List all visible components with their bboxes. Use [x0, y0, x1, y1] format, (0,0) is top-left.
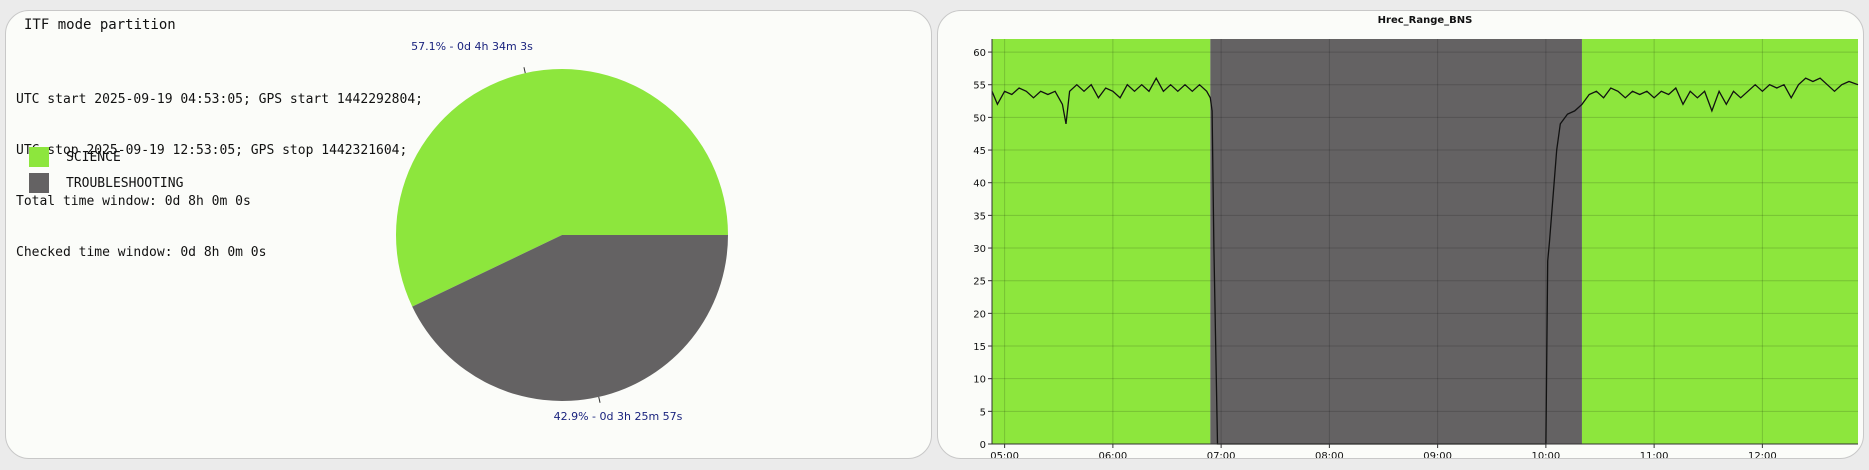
utc-start-line: UTC start 2025-09-19 04:53:05; GPS start…: [16, 92, 423, 107]
y-tick-label: 30: [973, 244, 986, 255]
x-tick-label: 10:00: [1531, 451, 1560, 458]
pie-chart: 57.1% - 0d 4h 34m 3s 42.9% - 0d 3h 25m 57…: [396, 40, 728, 423]
total-window-line: Total time window: 0d 8h 0m 0s: [16, 194, 251, 209]
y-tick-label: 20: [973, 309, 986, 320]
pie-label-leader: [598, 396, 601, 403]
y-tick-label: 0: [980, 440, 986, 451]
panel-title: ITF mode partition: [24, 17, 176, 33]
mode-partition-panel: ITF mode partition UTC start 2025-09-19 …: [5, 10, 932, 459]
legend-label-troubleshooting: TROUBLESHOOTING: [66, 175, 184, 191]
y-tick-label: 35: [973, 211, 986, 222]
y-tick-label: 55: [973, 81, 986, 92]
x-tick-label: 08:00: [1315, 451, 1344, 458]
time-window-info: UTC start 2025-09-19 04:53:05; GPS start…: [16, 57, 423, 295]
utc-stop-line: UTC stop 2025-09-19 12:53:05; GPS stop 1…: [16, 143, 408, 158]
background-band-troubleshooting: [1210, 39, 1582, 444]
pie-slice-troubleshooting: [412, 235, 728, 402]
y-tick-label: 50: [973, 113, 986, 124]
x-tick-label: 07:00: [1207, 451, 1236, 458]
y-tick-label: 15: [973, 342, 986, 353]
x-tick-label: 09:00: [1423, 451, 1452, 458]
y-tick-label: 60: [973, 48, 986, 59]
legend-item-troubleshooting: TROUBLESHOOTING: [29, 173, 183, 193]
x-tick-label: 05:00: [990, 451, 1019, 458]
background-band-science: [992, 39, 1211, 444]
y-tick-label: 5: [980, 407, 986, 418]
x-tick-label: 11:00: [1640, 451, 1669, 458]
chart-title: Hrec_Range_BNS: [1378, 15, 1473, 26]
y-tick-label: 25: [973, 277, 986, 288]
pie-slice-label: 42.9% - 0d 3h 25m 57s: [554, 410, 683, 423]
pie-slice-science: [396, 69, 728, 307]
pie-label-leader: [523, 67, 526, 74]
background-band-science: [1581, 39, 1858, 444]
legend-swatch-science: [29, 147, 49, 167]
checked-window-line: Checked time window: 0d 8h 0m 0s: [16, 245, 267, 260]
x-tick-label: 06:00: [1098, 451, 1127, 458]
legend-swatch-troubleshooting: [29, 173, 49, 193]
y-tick-label: 10: [973, 375, 986, 386]
x-tick-label: 12:00: [1748, 451, 1777, 458]
legend-item-science: SCIENCE: [29, 147, 121, 167]
range-chart-panel: Hrec_Range_BNS 0 5 10 15 20 25 30 35 40 45 50 55 60 05…: [937, 10, 1864, 459]
legend-label-science: SCIENCE: [66, 149, 121, 165]
y-tick-label: 40: [973, 179, 986, 190]
series-line-hrec-range-bns: [991, 76, 1859, 445]
y-tick-label: 45: [973, 146, 986, 157]
line-chart: Hrec_Range_BNS 0 5 10 15 20 25 30 35 40 45 50 55 60 05…: [973, 15, 1859, 458]
pie-slice-label: 57.1% - 0d 4h 34m 3s: [411, 40, 533, 53]
